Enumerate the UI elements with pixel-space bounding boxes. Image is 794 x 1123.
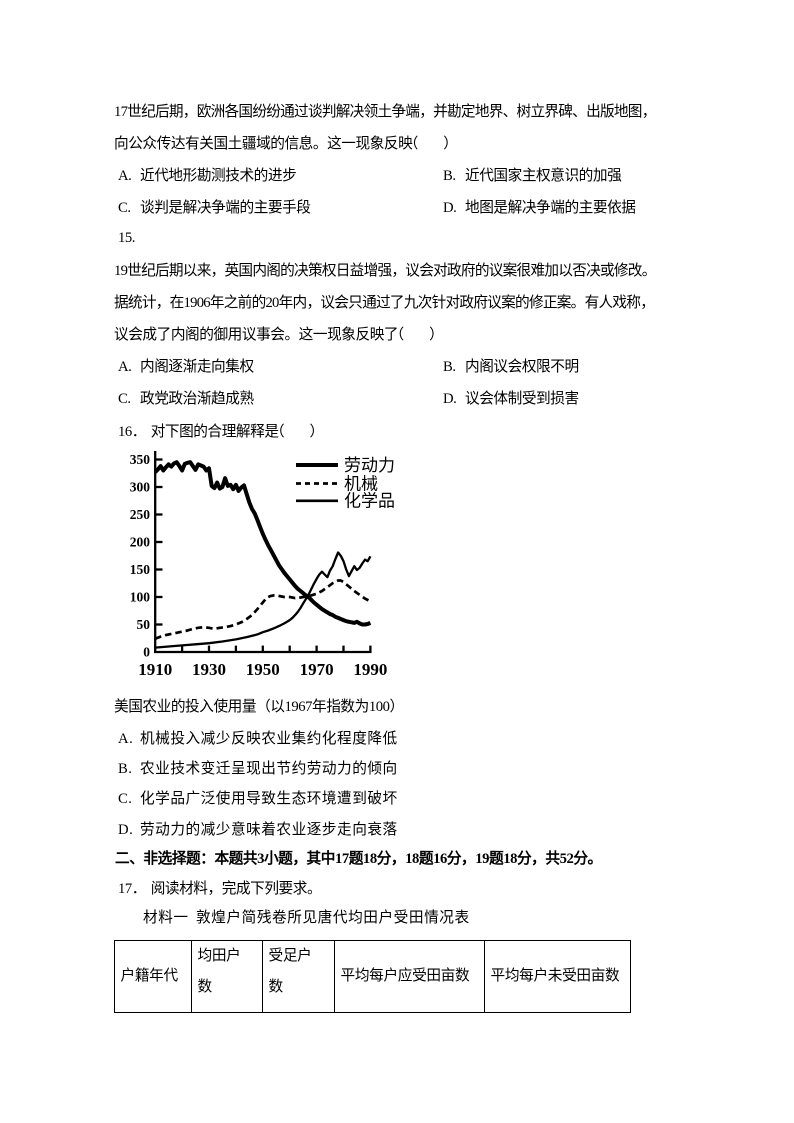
svg-text:100: 100 <box>130 590 151 605</box>
svg-text:1910: 1910 <box>138 660 172 679</box>
svg-text:50: 50 <box>137 617 151 632</box>
svg-text:劳动力: 劳动力 <box>344 456 395 475</box>
svg-text:250: 250 <box>130 507 151 522</box>
svg-text:1990: 1990 <box>353 660 387 679</box>
svg-text:1950: 1950 <box>246 660 280 679</box>
svg-text:150: 150 <box>130 562 151 577</box>
svg-text:化学品: 化学品 <box>344 492 395 511</box>
svg-text:1970: 1970 <box>300 660 334 679</box>
svg-text:350: 350 <box>130 452 151 467</box>
svg-text:300: 300 <box>130 480 151 495</box>
svg-text:1930: 1930 <box>192 660 226 679</box>
svg-text:200: 200 <box>130 535 151 550</box>
svg-text:机械: 机械 <box>344 474 378 493</box>
svg-text:0: 0 <box>143 645 150 660</box>
